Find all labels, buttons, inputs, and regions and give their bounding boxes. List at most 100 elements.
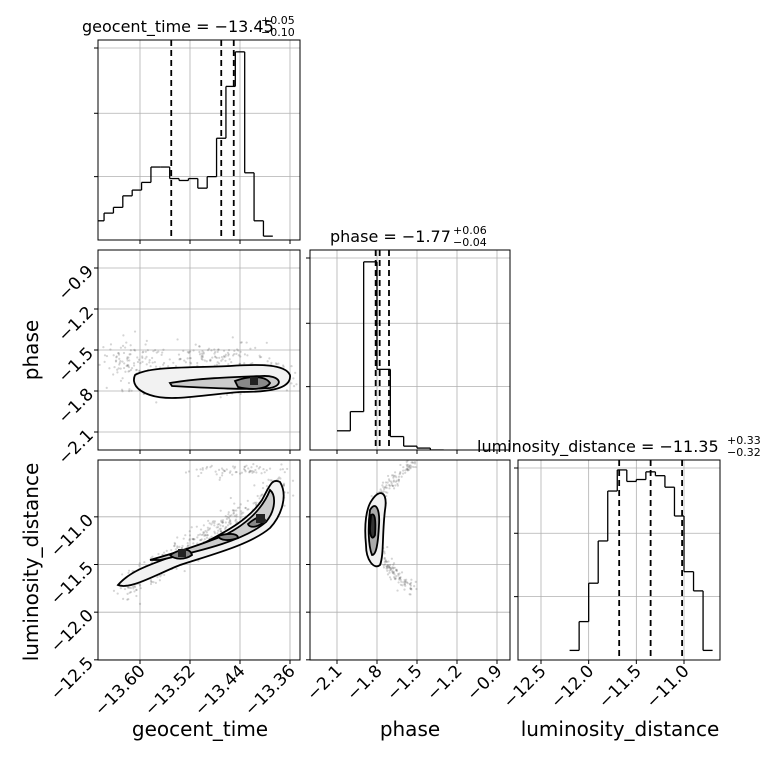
scatter-point	[139, 587, 142, 590]
scatter-point	[189, 357, 192, 360]
scatter-point	[244, 470, 247, 473]
scatter-point	[198, 350, 201, 354]
scatter-point	[202, 351, 205, 354]
scatter-point	[197, 474, 200, 478]
scatter-point	[281, 364, 285, 367]
svg-text:+0.33: +0.33	[727, 434, 760, 447]
scatter-point	[248, 469, 252, 472]
scatter-point	[382, 566, 386, 569]
scatter-point	[414, 465, 417, 469]
scatter-point	[127, 370, 130, 373]
scatter-point	[130, 367, 134, 370]
scatter-point	[128, 390, 131, 393]
scatter-point	[204, 533, 207, 536]
scatter-point	[394, 471, 397, 474]
scatter-point	[75, 380, 77, 382]
histograms	[98, 51, 713, 652]
scatter-point	[128, 591, 131, 594]
scatter-point	[145, 339, 148, 342]
scatter-point	[269, 479, 272, 482]
scatter-point	[379, 488, 382, 491]
scatter-point	[176, 338, 179, 341]
scatter-point	[254, 468, 257, 472]
scatter-point	[213, 355, 217, 358]
scatter-point	[252, 463, 255, 466]
scatter-point	[205, 360, 208, 363]
scatter-point	[152, 350, 155, 353]
scatter-point	[224, 359, 227, 362]
scatter-point	[186, 357, 189, 360]
scatter-point	[123, 587, 127, 591]
scatter-point	[178, 545, 181, 548]
scatter-point	[200, 352, 203, 355]
scatter-point	[397, 581, 400, 584]
scatter-point	[227, 516, 231, 520]
scatter-point	[277, 477, 280, 480]
scatter-point	[150, 580, 153, 583]
scatter-point	[400, 571, 404, 574]
scatter-point	[383, 556, 386, 560]
scatter-point	[383, 563, 387, 566]
scatter-point	[114, 359, 118, 362]
scatter-point	[210, 535, 213, 538]
scatter-point	[179, 358, 182, 361]
scatter-point	[259, 495, 262, 498]
scatter-point	[228, 518, 231, 521]
scatter-point	[239, 392, 242, 395]
scatter-point	[388, 487, 391, 490]
scatter-point	[292, 385, 296, 388]
scatter-point	[229, 470, 232, 473]
scatter-point	[148, 359, 151, 362]
scatter-point	[410, 578, 413, 581]
scatter-point	[216, 523, 219, 526]
scatter-point	[405, 463, 408, 466]
scatter-point	[127, 598, 130, 601]
scatter-point	[388, 566, 391, 569]
scatter-point	[415, 587, 418, 591]
scatter-point	[231, 465, 235, 468]
scatter-point	[116, 371, 119, 374]
scatter-point	[393, 573, 396, 576]
scatter-point	[255, 501, 258, 504]
scatter-point	[201, 354, 204, 357]
scatter-point	[219, 396, 222, 399]
scatter-point	[159, 575, 162, 578]
scatter-point	[231, 473, 234, 476]
scatter-point	[409, 584, 412, 587]
scatter-point	[248, 470, 251, 474]
x-axis-label-geocent-time: geocent_time	[132, 717, 268, 741]
scatter-point	[227, 363, 230, 366]
scatter-point	[390, 557, 393, 560]
scatter-point	[117, 353, 121, 356]
scatter-point	[155, 401, 158, 404]
scatter-point	[222, 468, 225, 471]
scatter-point	[384, 481, 388, 484]
scatter-point	[253, 484, 256, 487]
scatter-point	[198, 353, 202, 356]
scatter-point	[206, 534, 209, 537]
scatter-point	[409, 593, 412, 596]
scatter-point	[390, 480, 393, 483]
scatter-point	[192, 538, 195, 541]
scatter-point	[132, 587, 135, 590]
scatter-point	[252, 502, 255, 505]
scatter-point	[221, 520, 224, 524]
scatter-point	[387, 565, 390, 568]
scatter-point	[258, 356, 262, 359]
scatter-point	[206, 349, 210, 352]
scatter-point	[118, 363, 121, 366]
scatter-point	[205, 467, 208, 470]
scatter-point	[210, 464, 213, 467]
scatter-point	[405, 460, 408, 463]
scatter-point	[245, 341, 248, 344]
scatter-point	[392, 566, 395, 569]
scatter-point	[384, 560, 387, 563]
scatter-point	[109, 348, 112, 351]
panel-frame	[517, 459, 721, 661]
scatter-point	[255, 503, 258, 507]
scatter-point	[206, 529, 209, 532]
scatter-point	[124, 370, 127, 373]
scatter-point	[133, 364, 136, 367]
scatter-point	[108, 367, 111, 370]
scatter-point	[127, 364, 130, 367]
